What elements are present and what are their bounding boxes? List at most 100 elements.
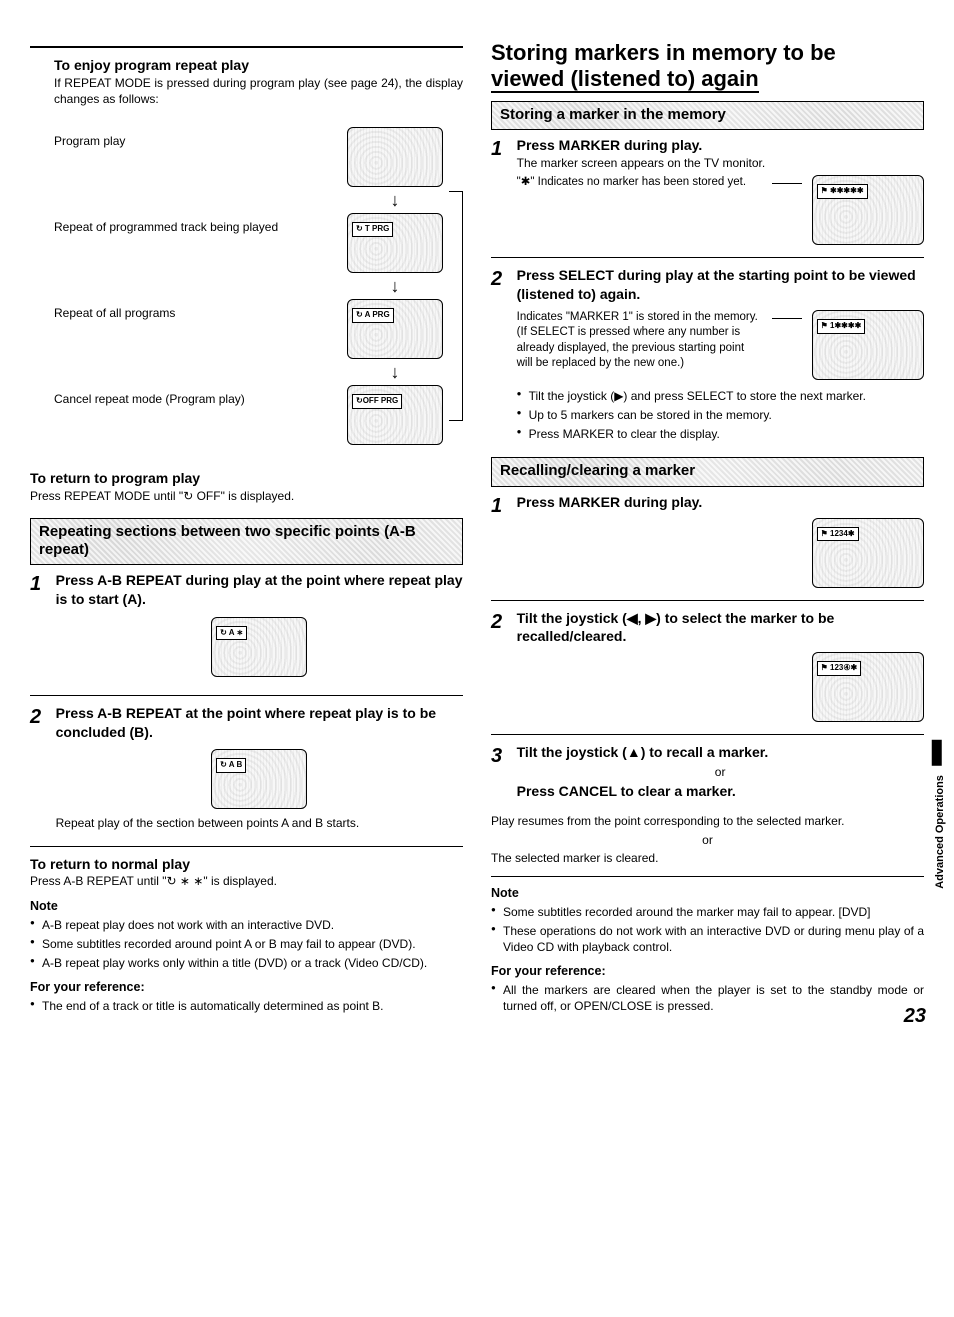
step-text: Tilt the joystick (◀, ▶) to select the m… (517, 610, 835, 645)
reference-list: The end of a track or title is automatic… (30, 998, 463, 1014)
heading: To return to normal play (30, 855, 463, 874)
left-column: To enjoy program repeat play If REPEAT M… (30, 40, 463, 1018)
arrow-down-icon: ↓ (347, 277, 443, 295)
leader-line (772, 183, 802, 184)
step-sub: The marker screen appears on the TV moni… (517, 155, 924, 171)
ab-steps: 1 Press A-B REPEAT during play at the po… (30, 571, 463, 832)
rule (491, 600, 924, 601)
step-number: 1 (491, 493, 513, 520)
rule (491, 876, 924, 877)
rule (491, 257, 924, 258)
step-1: 1 Press MARKER during play. The marker s… (491, 136, 924, 245)
display-readout: ↻ T PRG (352, 222, 393, 237)
display-readout: ⚑ 123④✱ (817, 661, 862, 676)
intro-text: If REPEAT MODE is pressed during program… (54, 75, 463, 107)
arrow-down-icon: ↓ (347, 191, 443, 209)
step-1: 1 Press MARKER during play. ⚑ 1234✱ (491, 493, 924, 588)
or-text: or (517, 764, 924, 780)
tv-display: ↻ A ∗ (211, 617, 307, 677)
after-item: Up to 5 markers can be stored in the mem… (517, 407, 924, 423)
step-number: 3 (491, 743, 513, 770)
reference-item: All the markers are cleared when the pla… (491, 982, 924, 1014)
after-item: Press MARKER to clear the display. (517, 426, 924, 442)
section-banner-store-marker: Storing a marker in the memory (491, 101, 924, 130)
display-readout: ⚑ 1234✱ (817, 527, 859, 542)
tv-display: ↻ A B (211, 749, 307, 809)
tv-display: ⚑ 123④✱ (812, 652, 924, 722)
resume-text-2: The selected marker is cleared. (491, 850, 924, 866)
note-item: A-B repeat play does not work with an in… (30, 917, 463, 933)
tv-display: ⚑ 1234✱ (812, 518, 924, 588)
recall-steps: 1 Press MARKER during play. ⚑ 1234✱ 2 Ti… (491, 493, 924, 802)
tv-display: ↻ T PRG (347, 213, 443, 273)
note-list: Some subtitles recorded around the marke… (491, 904, 924, 956)
section-banner-recall-marker: Recalling/clearing a marker (491, 457, 924, 486)
rule (30, 46, 463, 48)
arrow-down-icon: ↓ (347, 363, 443, 381)
tv-display (347, 127, 443, 187)
step-1: 1 Press A-B REPEAT during play at the po… (30, 571, 463, 683)
flow-label: Cancel repeat mode (Program play) (54, 385, 337, 407)
display-readout: ↻OFF PRG (352, 394, 402, 409)
side-tab-bar (932, 740, 942, 766)
note-heading: Note (30, 898, 463, 915)
step-text-1: Tilt the joystick (▲) to recall a marker… (517, 744, 769, 760)
section-return-normal: To return to normal play Press A-B REPEA… (30, 855, 463, 890)
section-program-repeat: To enjoy program repeat play If REPEAT M… (30, 56, 463, 451)
reference-heading: For your reference: (491, 963, 924, 980)
display-readout: ↻ A PRG (352, 308, 394, 323)
leader-line (772, 318, 802, 319)
step-text: Press MARKER during play. (517, 137, 703, 153)
resume-text-1: Play resumes from the point correspondin… (491, 813, 924, 829)
page-number: 23 (904, 1003, 926, 1030)
display-readout: ↻ A ∗ (216, 626, 247, 641)
note-list: A-B repeat play does not work with an in… (30, 917, 463, 972)
step-number: 2 (30, 704, 52, 731)
flow-label: Repeat of all programs (54, 299, 337, 321)
tv-display: ⚑ 1✱✱✱✱ (812, 310, 924, 380)
step-number: 2 (491, 609, 513, 636)
heading: To enjoy program repeat play (54, 56, 463, 75)
step-text: Press SELECT during play at the starting… (517, 267, 916, 302)
step-number: 1 (30, 571, 52, 598)
note-heading: Note (491, 885, 924, 902)
lead-text: Indicates "MARKER 1" is stored in the me… (517, 310, 762, 372)
tv-display: ⚑ ✱✱✱✱✱ (812, 175, 924, 245)
lead-text: "✱" Indicates no marker has been stored … (517, 175, 762, 191)
reference-heading: For your reference: (30, 979, 463, 996)
right-column: Storing markers in memory to be viewed (… (491, 40, 924, 1018)
note-item: Some subtitles recorded around point A o… (30, 936, 463, 952)
after-list: Tilt the joystick (▶) and press SELECT t… (517, 388, 924, 443)
rule (491, 734, 924, 735)
heading: To return to program play (30, 469, 463, 488)
step-number: 1 (491, 136, 513, 163)
step-3: 3 Tilt the joystick (▲) to recall a mark… (491, 743, 924, 801)
section-return-program: To return to program play Press REPEAT M… (30, 469, 463, 504)
store-steps: 1 Press MARKER during play. The marker s… (491, 136, 924, 445)
tv-display: ↻ A PRG (347, 299, 443, 359)
display-readout: ↻ A B (216, 758, 246, 773)
side-tab-label: Advanced Operations (934, 775, 946, 889)
step-text: Press A-B REPEAT during play at the poin… (56, 572, 463, 607)
step-after: Repeat play of the section between point… (56, 815, 463, 831)
rule (30, 695, 463, 696)
reference-list: All the markers are cleared when the pla… (491, 982, 924, 1014)
major-line1: Storing markers in memory to be (491, 40, 836, 65)
or-text: or (491, 832, 924, 848)
reference-item: The end of a track or title is automatic… (30, 998, 463, 1014)
tv-display: ↻OFF PRG (347, 385, 443, 445)
display-readout: ⚑ 1✱✱✱✱ (817, 319, 866, 334)
flow-label: Repeat of programmed track being played (54, 213, 337, 235)
flow-label: Program play (54, 127, 337, 149)
body-text: Press A-B REPEAT until "↻ ∗ ∗" is displa… (30, 873, 463, 889)
flow-row: Repeat of programmed track being played … (54, 213, 443, 273)
major-line2: viewed (listened to) again (491, 66, 759, 93)
display-readout: ⚑ ✱✱✱✱✱ (817, 184, 868, 199)
page: To enjoy program repeat play If REPEAT M… (30, 40, 924, 1018)
note-item: A-B repeat play works only within a titl… (30, 955, 463, 971)
rule (30, 846, 463, 847)
step-2: 2 Press SELECT during play at the starti… (491, 266, 924, 445)
side-tab: Advanced Operations (932, 740, 948, 889)
loop-arrow (449, 191, 463, 421)
step-2: 2 Press A-B REPEAT at the point where re… (30, 704, 463, 832)
